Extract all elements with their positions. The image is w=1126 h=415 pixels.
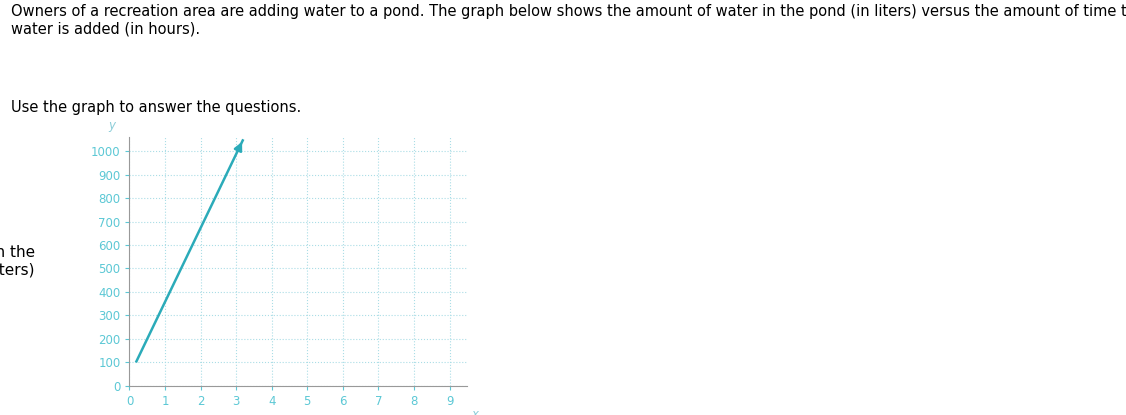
Y-axis label: Water in the
pond (liters): Water in the pond (liters) [0, 245, 35, 278]
Text: x: x [471, 408, 477, 415]
Text: y: y [108, 119, 115, 132]
Text: Use the graph to answer the questions.: Use the graph to answer the questions. [11, 100, 302, 115]
Text: Owners of a recreation area are adding water to a pond. The graph below shows th: Owners of a recreation area are adding w… [11, 4, 1126, 37]
